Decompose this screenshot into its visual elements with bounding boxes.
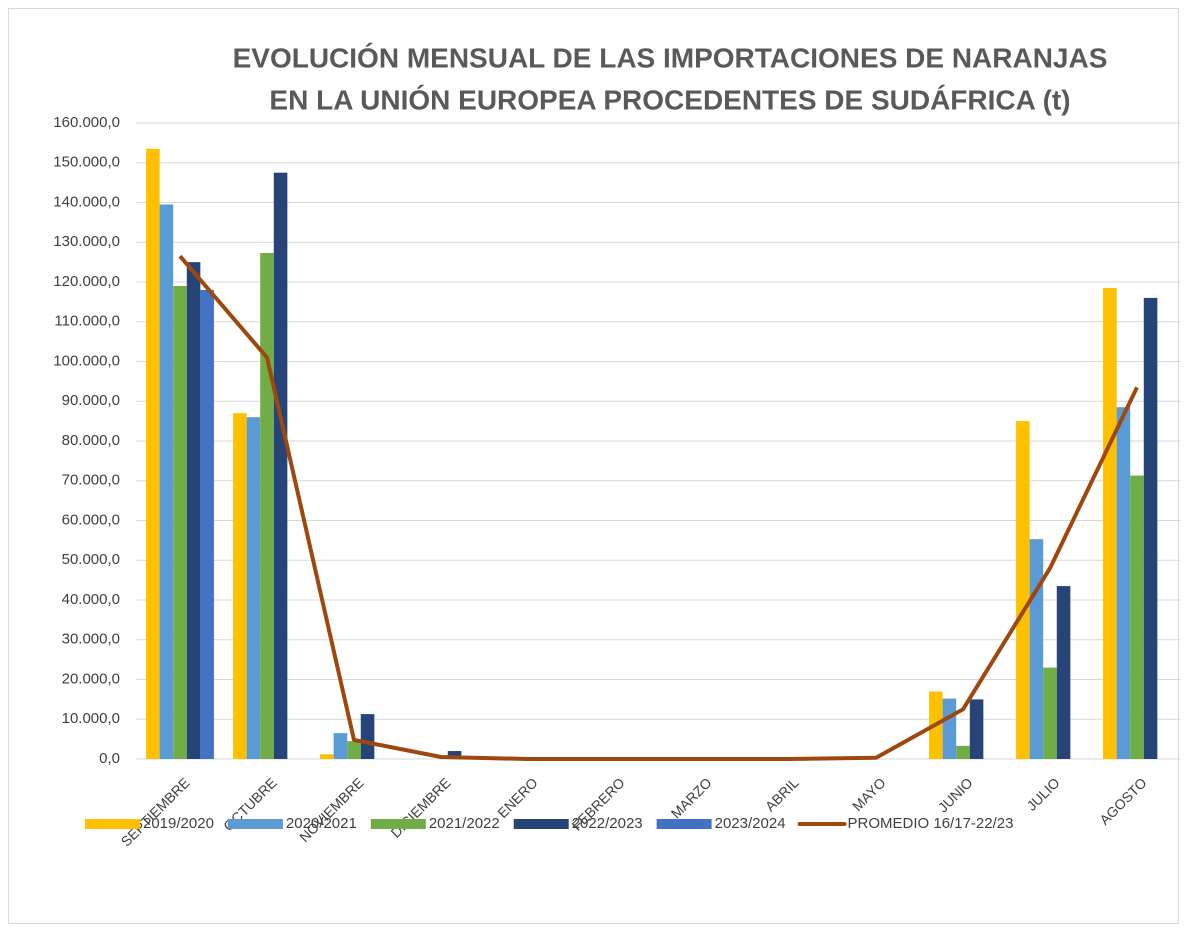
bar xyxy=(956,745,970,759)
bar xyxy=(173,285,187,759)
bar xyxy=(1103,287,1117,759)
legend-label: 2023/2024 xyxy=(715,815,786,832)
y-tick-label: 10.000,0 xyxy=(62,710,120,727)
y-tick-label: 20.000,0 xyxy=(62,670,120,687)
legend-swatch xyxy=(370,819,426,829)
y-tick-label: 40.000,0 xyxy=(62,591,120,608)
bar xyxy=(942,698,957,759)
y-tick-label: 0,0 xyxy=(99,750,120,767)
bar xyxy=(1029,539,1044,759)
bar xyxy=(260,252,274,760)
line xyxy=(178,254,1139,761)
chart-title: EVOLUCIÓN MENSUAL DE LAS IMPORTACIONES D… xyxy=(233,42,1108,73)
bar xyxy=(233,413,247,759)
bar xyxy=(159,204,174,760)
chart-title: EN LA UNIÓN EUROPEA PROCEDENTES DE SUDÁF… xyxy=(269,84,1070,115)
y-tick-label: 60.000,0 xyxy=(62,511,120,528)
bar xyxy=(360,714,375,759)
legend-swatch xyxy=(513,819,569,829)
bar xyxy=(1016,421,1030,759)
bar xyxy=(273,172,288,759)
bar xyxy=(333,733,348,759)
y-tick-label: 100.000,0 xyxy=(53,352,120,369)
y-tick-label: 90.000,0 xyxy=(62,392,120,409)
bar xyxy=(447,751,462,759)
legend-label: 2020/2021 xyxy=(286,815,357,832)
bar xyxy=(186,262,201,759)
y-tick-label: 150.000,0 xyxy=(53,154,120,171)
y-tick-label: 140.000,0 xyxy=(53,193,120,210)
bar xyxy=(320,754,334,759)
legend-label: 2019/2020 xyxy=(143,815,214,832)
bar xyxy=(246,417,261,759)
bar xyxy=(969,699,984,759)
bar xyxy=(347,741,361,759)
bar xyxy=(200,289,214,759)
y-tick-label: 160.000,0 xyxy=(53,114,120,131)
bar xyxy=(1143,297,1158,759)
y-tick-label: 120.000,0 xyxy=(53,273,120,290)
y-tick-label: 30.000,0 xyxy=(62,631,120,648)
bar xyxy=(1116,407,1131,759)
bar xyxy=(1056,586,1071,759)
y-tick-label: 130.000,0 xyxy=(53,233,120,250)
legend-label: PROMEDIO 16/17-22/23 xyxy=(848,815,1014,832)
bar xyxy=(146,148,160,759)
y-tick-label: 80.000,0 xyxy=(62,432,120,449)
bar xyxy=(1130,475,1144,759)
legend-swatch xyxy=(227,819,283,829)
legend-label: 2021/2022 xyxy=(429,815,500,832)
y-tick-label: 50.000,0 xyxy=(62,551,120,568)
legend-swatch xyxy=(85,819,140,829)
legend-label: 2022/2023 xyxy=(572,815,643,832)
y-tick-label: 110.000,0 xyxy=(54,313,120,330)
legend-swatch xyxy=(656,819,712,829)
bar xyxy=(1043,667,1057,759)
y-tick-label: 70.000,0 xyxy=(62,472,120,489)
